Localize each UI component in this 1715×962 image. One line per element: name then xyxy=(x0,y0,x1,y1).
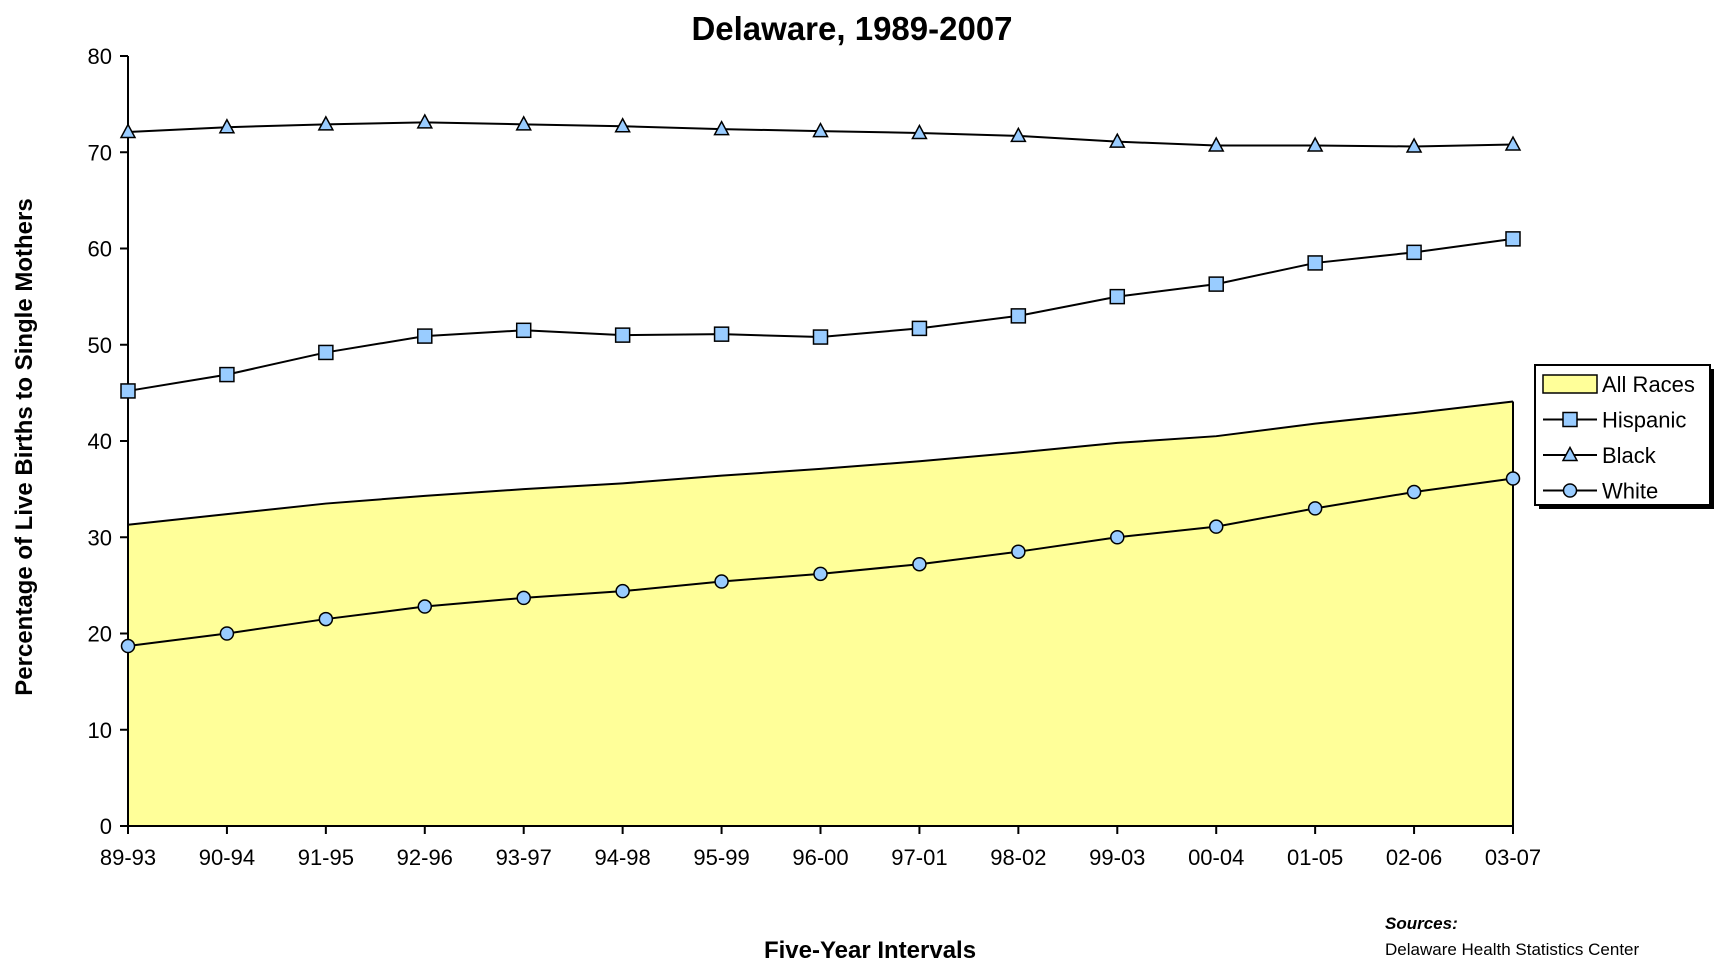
x-tick-label: 97-01 xyxy=(891,845,947,870)
data-point-black xyxy=(812,121,829,138)
y-tick-label: 30 xyxy=(88,525,112,550)
plot-area xyxy=(119,56,1522,827)
x-tick-label: 96-00 xyxy=(792,845,848,870)
x-tick-label: 01-05 xyxy=(1287,845,1343,870)
legend-label-hispanic: Hispanic xyxy=(1602,408,1686,433)
x-tick-label: 93-97 xyxy=(496,845,552,870)
data-point-black xyxy=(1109,132,1126,148)
data-point-white xyxy=(219,626,235,641)
legend-label-all-races: All Races xyxy=(1602,372,1695,397)
y-axis-ticks: 0 10 20 30 40 50 60 70 80 xyxy=(88,44,128,839)
y-axis-label: Percentage of Live Births to Single Moth… xyxy=(11,198,38,695)
data-point-white xyxy=(1406,484,1422,500)
area-fill-all-races xyxy=(128,401,1513,826)
x-tick-label: 91-95 xyxy=(298,845,354,870)
x-tick-label: 99-03 xyxy=(1089,845,1145,870)
data-point-black xyxy=(119,122,137,139)
legend-label-white: White xyxy=(1602,479,1658,504)
x-tick-label: 92-96 xyxy=(397,845,453,870)
x-axis-label: Five-Year Intervals xyxy=(764,937,976,962)
sources-heading: Sources: xyxy=(1385,914,1458,933)
x-tick-label: 03-07 xyxy=(1485,845,1541,870)
x-axis-ticks: 89-93 90-94 91-95 92-96 93-97 94-98 95-99 96-00… xyxy=(100,826,1541,870)
legend-label-black: Black xyxy=(1602,443,1657,468)
data-point-white xyxy=(516,590,531,606)
data-point-hispanic xyxy=(318,344,334,361)
y-tick-label: 40 xyxy=(88,429,112,454)
x-tick-label: 89-93 xyxy=(100,845,156,870)
data-point-hispanic xyxy=(1307,255,1323,271)
data-point-white xyxy=(1505,471,1521,486)
y-tick-label: 80 xyxy=(88,44,112,69)
data-point-hispanic xyxy=(515,322,532,339)
data-point-hispanic xyxy=(417,328,433,344)
data-point-hispanic xyxy=(1505,231,1521,247)
data-point-black xyxy=(1010,126,1027,143)
y-tick-label: 20 xyxy=(88,622,112,647)
data-point-hispanic xyxy=(1010,308,1027,324)
y-tick-label: 70 xyxy=(88,140,112,165)
data-point-black xyxy=(416,113,434,129)
area-top-line-all-races xyxy=(127,400,1514,526)
data-point-black xyxy=(1405,137,1423,153)
data-point-hispanic xyxy=(812,329,829,345)
legend: All Races Hispanic Black White xyxy=(1534,364,1714,509)
data-point-white xyxy=(1110,530,1125,545)
data-point-black xyxy=(1207,136,1225,152)
data-point-black xyxy=(515,115,532,131)
sources-text: Delaware Health Statistics Center xyxy=(1385,940,1640,959)
data-point-white xyxy=(1011,544,1026,559)
y-tick-label: 0 xyxy=(100,814,112,839)
legend-swatch-all-races xyxy=(1542,374,1598,394)
data-point-hispanic xyxy=(614,327,631,343)
data-point-hispanic xyxy=(911,320,928,337)
data-point-white xyxy=(912,556,927,572)
legend-marker-hispanic xyxy=(1562,411,1578,428)
data-point-hispanic xyxy=(1406,244,1422,261)
data-point-hispanic xyxy=(1208,276,1224,292)
data-point-black xyxy=(1504,135,1522,151)
data-point-black xyxy=(1306,136,1324,152)
y-tick-label: 60 xyxy=(88,237,112,262)
data-point-white xyxy=(615,583,630,599)
data-point-hispanic xyxy=(1109,288,1126,305)
x-tick-label: 95-99 xyxy=(693,845,749,870)
data-point-black xyxy=(911,123,928,140)
data-point-white xyxy=(120,638,136,654)
data-point-hispanic xyxy=(120,383,136,399)
x-tick-label: 90-94 xyxy=(199,845,255,870)
data-point-white xyxy=(417,599,433,614)
legend-marker-black xyxy=(1561,445,1579,462)
data-point-white xyxy=(1208,519,1224,534)
data-point-black xyxy=(317,115,335,131)
data-point-hispanic xyxy=(219,366,235,383)
series-line-hispanic xyxy=(127,237,1514,392)
data-point-black xyxy=(218,118,236,134)
y-tick-label: 50 xyxy=(88,333,112,358)
x-tick-label: 98-02 xyxy=(990,845,1046,870)
data-point-black xyxy=(614,117,631,133)
data-point-white xyxy=(714,574,729,589)
data-point-white xyxy=(318,611,334,627)
x-tick-label: 94-98 xyxy=(595,845,651,870)
chart-title: Delaware, 1989-2007 xyxy=(691,10,1012,47)
data-point-black xyxy=(713,120,730,136)
legend-marker-white xyxy=(1562,483,1578,498)
data-point-hispanic xyxy=(713,326,730,342)
y-tick-label: 10 xyxy=(88,718,112,743)
data-point-white xyxy=(813,566,828,582)
x-tick-label: 02-06 xyxy=(1386,845,1442,870)
data-point-white xyxy=(1307,501,1323,516)
x-tick-label: 00-04 xyxy=(1188,845,1244,870)
